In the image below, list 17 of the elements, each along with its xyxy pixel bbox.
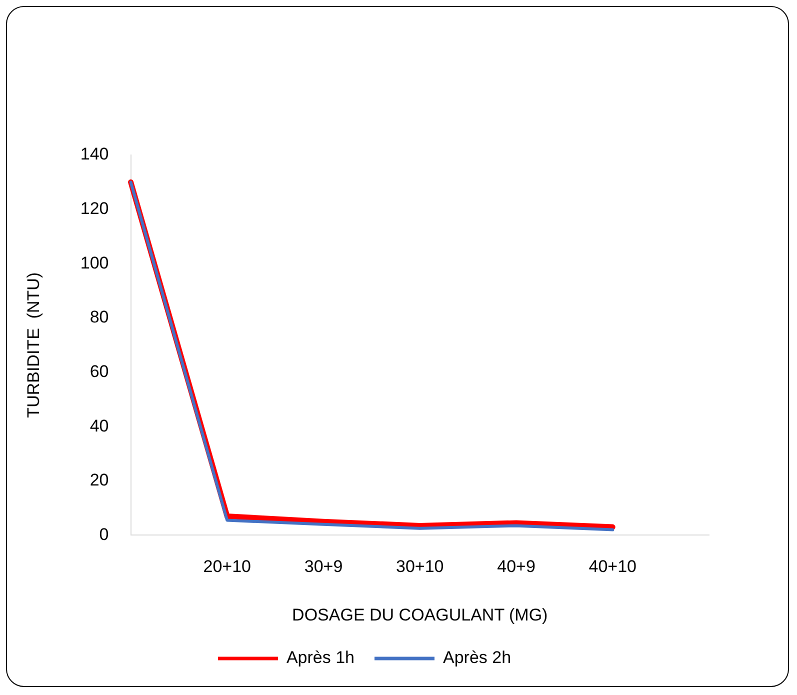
legend-label: Après 2h xyxy=(443,648,512,668)
x-axis-title: DOSAGE DU COAGULANT (MG) xyxy=(292,605,548,624)
y-axis-title: TURBIDITE (NTU) xyxy=(24,272,43,418)
y-tick-label: 100 xyxy=(80,253,109,272)
legend-label: Après 1h xyxy=(286,648,355,668)
y-tick-label: 80 xyxy=(90,308,109,327)
x-tick-label: 40+9 xyxy=(497,557,536,576)
x-tick-label: 30+9 xyxy=(304,557,343,576)
x-tick-label: 40+10 xyxy=(588,557,636,576)
y-tick-label: 0 xyxy=(99,524,109,544)
y-tick-label: 60 xyxy=(90,362,109,381)
y-tick-label: 40 xyxy=(90,416,109,436)
y-tick-label: 20 xyxy=(90,470,109,490)
y-tick-label: 140 xyxy=(80,144,109,164)
y-tick-label: 120 xyxy=(80,199,109,218)
x-tick-label: 20+10 xyxy=(203,557,252,576)
x-tick-label: 30+10 xyxy=(396,557,444,576)
